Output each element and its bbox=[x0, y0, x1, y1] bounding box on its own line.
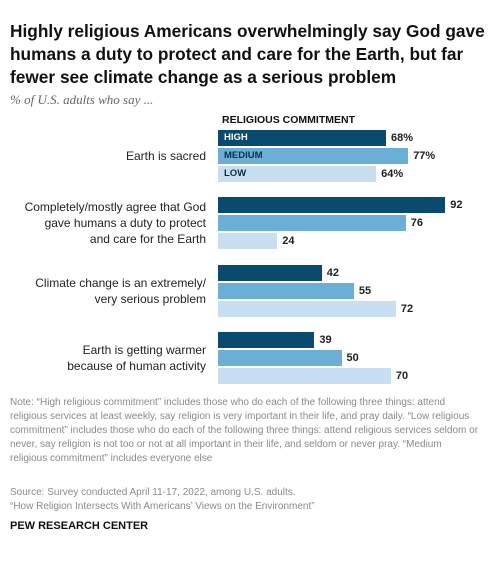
value-label: 76 bbox=[410, 217, 423, 229]
value-label: 68% bbox=[390, 132, 413, 144]
bar bbox=[218, 350, 342, 366]
value-label: 72 bbox=[400, 303, 414, 315]
value-label: 50 bbox=[346, 352, 359, 364]
category-label: Earth is sacred bbox=[125, 149, 206, 163]
bar bbox=[218, 130, 386, 146]
legend-label: MEDIUM bbox=[224, 150, 263, 161]
category-label: Climate change is an extremely/ very ser… bbox=[35, 276, 206, 306]
value-label: 55 bbox=[358, 285, 372, 297]
legend-title: RELIGIOUS COMMITMENT bbox=[222, 114, 355, 126]
category-label: Completely/mostly agree that God gave hu… bbox=[24, 200, 206, 246]
value-label: 64% bbox=[381, 168, 404, 180]
bar bbox=[218, 233, 278, 249]
category-label: Earth is getting warmer because of human… bbox=[67, 343, 206, 373]
bar bbox=[218, 197, 446, 213]
subtitle: % of U.S. adults who say ... bbox=[10, 92, 154, 107]
source: Source: Survey conducted April 11-17, 20… bbox=[10, 487, 296, 498]
legend-label: LOW bbox=[224, 168, 247, 179]
value-label: 39 bbox=[319, 334, 332, 346]
value-label: 70 bbox=[395, 370, 409, 382]
bar bbox=[218, 166, 377, 182]
bar bbox=[218, 148, 409, 164]
bar bbox=[218, 265, 322, 281]
bar bbox=[218, 301, 396, 317]
report: “How Religion Intersects With Americans’… bbox=[10, 501, 315, 512]
value-label: 24 bbox=[282, 235, 295, 247]
bar bbox=[218, 215, 406, 231]
chart-title: Highly religious Americans overwhelmingl… bbox=[10, 21, 485, 87]
credit: PEW RESEARCH CENTER bbox=[10, 520, 149, 532]
value-label: 77% bbox=[413, 150, 436, 162]
bar bbox=[218, 368, 391, 384]
bar bbox=[218, 283, 354, 299]
value-label: 42 bbox=[326, 267, 339, 279]
note: Note: “High religious commitment” includ… bbox=[10, 397, 479, 464]
value-label: 92 bbox=[450, 199, 463, 211]
bar bbox=[218, 332, 315, 348]
legend-label: HIGH bbox=[224, 132, 248, 143]
